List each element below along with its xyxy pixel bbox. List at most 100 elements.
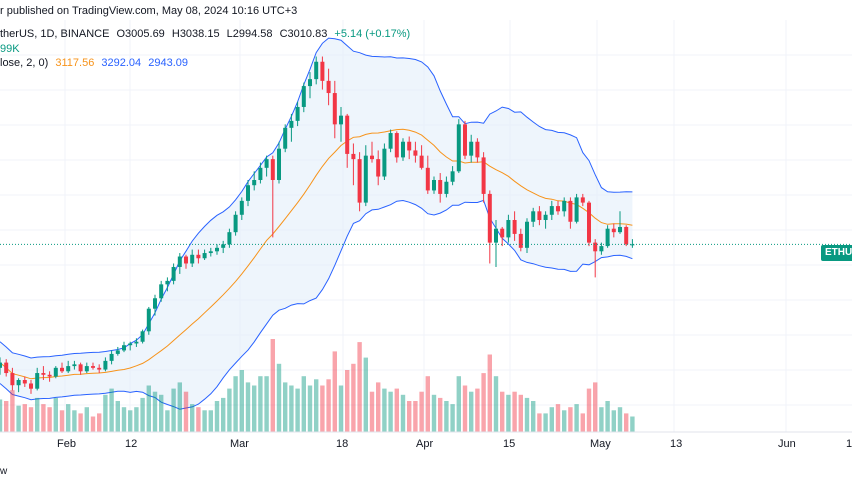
volume-bar xyxy=(196,407,201,432)
candle-body xyxy=(252,180,257,186)
candle-body xyxy=(568,200,573,222)
volume-bar xyxy=(0,399,3,432)
volume-bar xyxy=(10,390,15,432)
volume-bar xyxy=(264,376,269,432)
volume-bar xyxy=(562,410,567,432)
candle-body xyxy=(624,226,629,245)
bollinger-basis-value: 3117.56 xyxy=(55,57,95,69)
volume-bar xyxy=(97,413,102,432)
candle-body xyxy=(314,61,319,80)
candle-body xyxy=(593,242,598,252)
published-text: r published on TradingView.com, May 08, … xyxy=(0,5,298,17)
volume-bar xyxy=(59,410,65,432)
change-value: +5.14 (+0.17%) xyxy=(334,28,411,40)
volume-bar xyxy=(580,413,585,432)
candle-body xyxy=(574,197,579,222)
volume-bar xyxy=(320,385,325,432)
candle-body xyxy=(556,206,560,212)
candle-body xyxy=(283,127,288,149)
candle-body xyxy=(580,197,585,203)
volume-bar xyxy=(140,397,145,432)
candle-body xyxy=(4,362,9,374)
candle-body xyxy=(66,366,71,372)
bollinger-basis-line xyxy=(0,128,633,380)
volume-bar xyxy=(351,363,356,432)
candle-body xyxy=(215,247,219,252)
volume-bar xyxy=(611,410,616,432)
candle-body xyxy=(438,180,443,194)
candle-body xyxy=(301,86,306,107)
volume-bar xyxy=(475,388,480,432)
price-axis-tag: ETHU xyxy=(821,245,852,261)
volume-bar xyxy=(617,407,623,432)
candle-body xyxy=(376,159,381,177)
x-tick-jun: Jun xyxy=(778,438,796,450)
candle-body xyxy=(363,155,368,203)
candle-body xyxy=(382,148,387,177)
volume-bar xyxy=(109,388,114,432)
volume-bar xyxy=(35,397,40,432)
volume-bar xyxy=(295,388,300,432)
candle-body xyxy=(258,167,263,180)
candle-body xyxy=(270,159,275,180)
candle-body xyxy=(425,167,430,191)
volume-bar xyxy=(252,385,257,432)
candle-body xyxy=(308,79,312,87)
volume-bar xyxy=(4,401,9,432)
volume-bar xyxy=(450,404,455,432)
candle-body xyxy=(388,133,393,149)
candle-body xyxy=(78,364,83,372)
candle-body xyxy=(481,157,486,194)
candle-body xyxy=(320,61,325,81)
candle-body xyxy=(239,200,244,215)
x-tick-18: 18 xyxy=(336,438,349,450)
volume-bar xyxy=(624,413,629,432)
close-value: C3010.83 xyxy=(279,28,328,40)
volume-bar xyxy=(493,376,499,432)
candle-body xyxy=(202,253,207,259)
volume-bar xyxy=(543,413,548,432)
candle-body xyxy=(10,373,15,386)
candle-body xyxy=(221,244,226,248)
volume-bar xyxy=(214,401,220,432)
x-tick-feb: Feb xyxy=(57,438,76,450)
candle-body xyxy=(630,244,635,246)
candle-body xyxy=(295,106,300,121)
candle-body xyxy=(450,171,455,182)
candle-body xyxy=(264,159,269,168)
candle-body xyxy=(394,133,399,158)
volume-bar xyxy=(84,407,89,432)
volume-bar xyxy=(586,388,592,432)
candle-body xyxy=(413,150,418,156)
open-value: O3005.69 xyxy=(116,28,165,40)
volume-bar xyxy=(41,404,46,432)
candle-body xyxy=(190,254,195,264)
candle-body xyxy=(128,343,133,346)
volume-bar xyxy=(407,401,412,432)
candle-body xyxy=(109,353,114,361)
candle-body xyxy=(196,254,201,259)
volume-bar xyxy=(165,410,170,432)
bollinger-label: lose, 2, 0) xyxy=(0,57,49,69)
volume-bar xyxy=(202,410,207,432)
candle-body xyxy=(537,211,542,220)
volume-bar xyxy=(593,382,598,432)
volume-bar xyxy=(444,401,449,432)
volume-bars xyxy=(0,339,635,432)
volume-line: 99K xyxy=(0,43,24,55)
volume-bar xyxy=(376,382,381,432)
candle-body xyxy=(153,298,157,309)
volume-bar xyxy=(512,391,517,432)
candle-body xyxy=(518,233,523,248)
candle-body xyxy=(53,367,58,377)
candle-body xyxy=(326,80,331,94)
x-tick-15: 15 xyxy=(503,438,516,450)
volume-bar xyxy=(233,376,238,432)
volume-bar xyxy=(524,397,530,432)
candle-body xyxy=(618,226,622,233)
volume-bar xyxy=(419,391,424,432)
candlesticks xyxy=(0,56,635,394)
candle-body xyxy=(227,232,232,245)
volume-bar xyxy=(115,401,120,432)
